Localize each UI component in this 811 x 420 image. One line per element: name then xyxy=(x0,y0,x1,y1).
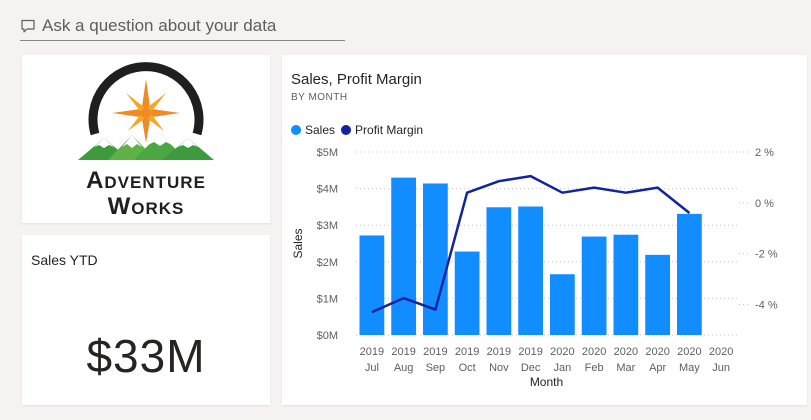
x-tick-label-year: 2020 xyxy=(677,346,701,358)
x-tick-label-year: 2019 xyxy=(391,346,415,358)
logo-tile[interactable]: Adventure Works xyxy=(22,55,270,223)
bar-sales[interactable] xyxy=(645,254,671,335)
legend-swatch-profit-margin xyxy=(341,125,352,135)
line-profit-margin[interactable] xyxy=(371,174,691,314)
x-tick-label-year: 2019 xyxy=(518,346,542,358)
y-tick-label-right: -2 % xyxy=(755,249,778,261)
x-tick-label-year: 2020 xyxy=(550,346,574,358)
logo-line2: Works xyxy=(108,193,185,220)
x-tick-label-month: Dec xyxy=(521,362,541,374)
x-tick-label-month: Aug xyxy=(394,362,414,374)
x-tick-label-year: 2020 xyxy=(614,346,638,358)
bar-sales[interactable] xyxy=(518,206,544,335)
chart-title: Sales, Profit Margin xyxy=(291,71,422,88)
chart-plot: $0M $1M $2M $3M $4M $5M 2 % 0 % -2 % -4 % 2019 Jul 2… xyxy=(291,147,778,389)
y-tick-label-right: 0 % xyxy=(755,198,774,210)
mountains-icon xyxy=(78,133,214,160)
x-tick-label-year: 2019 xyxy=(487,346,511,358)
logo-line1: Adventure xyxy=(86,167,206,194)
x-tick-label-month: Oct xyxy=(459,362,476,374)
bar-sales[interactable] xyxy=(581,236,607,335)
y-tick-label-left: $5M xyxy=(317,147,338,159)
y-tick-label-right: -4 % xyxy=(755,300,778,312)
x-tick-label-month: May xyxy=(679,362,700,374)
legend-item-sales[interactable]: Sales xyxy=(291,123,335,137)
x-tick-label-year: 2019 xyxy=(360,346,384,358)
sales-profit-chart-tile[interactable]: Sales, Profit Margin BY MONTH Sales Prof… xyxy=(282,55,807,405)
x-tick-label-year: 2019 xyxy=(423,346,447,358)
legend-label-sales: Sales xyxy=(305,123,336,137)
y-tick-label-left: $2M xyxy=(317,257,338,269)
x-tick-label-month: Mar xyxy=(616,362,635,374)
x-tick-label-month: Sep xyxy=(426,362,446,374)
legend-label-profit-margin: Profit Margin xyxy=(355,123,424,137)
comment-icon xyxy=(21,19,35,33)
x-tick-label-month: Jan xyxy=(554,362,572,374)
bar-sales[interactable] xyxy=(454,251,480,335)
bar-sales[interactable] xyxy=(359,235,385,335)
bar-sales[interactable] xyxy=(486,207,512,335)
bar-sales[interactable] xyxy=(676,213,702,335)
bar-sales[interactable] xyxy=(613,234,639,335)
x-tick-label-year: 2019 xyxy=(455,346,479,358)
y-tick-label-left: $3M xyxy=(317,220,338,232)
x-tick-label-month: Jul xyxy=(365,362,379,374)
card-value: $33M xyxy=(86,330,206,382)
y-tick-label-right: 2 % xyxy=(755,147,774,159)
bar-sales[interactable] xyxy=(422,183,448,335)
x-tick-label-month: Apr xyxy=(649,362,666,374)
y-tick-label-left: $1M xyxy=(317,293,338,305)
x-tick-label-month: Nov xyxy=(489,362,509,374)
x-axis-title: Month xyxy=(530,375,563,389)
y-tick-label-left: $4M xyxy=(317,184,338,196)
x-tick-label-month: Feb xyxy=(585,362,604,374)
chart-legend: Sales Profit Margin xyxy=(291,123,429,137)
x-tick-label-month: Jun xyxy=(712,362,730,374)
y-tick-label-left: $0M xyxy=(317,330,338,342)
x-tick-label-year: 2020 xyxy=(645,346,669,358)
qa-placeholder: Ask a question about your data xyxy=(42,16,277,35)
card-title: Sales YTD xyxy=(31,252,98,268)
chart-subtitle: BY MONTH xyxy=(291,92,348,103)
x-tick-label-year: 2020 xyxy=(709,346,733,358)
bar-sales[interactable] xyxy=(391,177,417,335)
qa-search-bar[interactable]: Ask a question about your data xyxy=(20,12,345,41)
legend-swatch-sales xyxy=(291,125,301,135)
x-tick-label-year: 2020 xyxy=(582,346,606,358)
sales-ytd-card[interactable]: Sales YTD $33M xyxy=(22,235,270,405)
legend-item-profit-margin[interactable]: Profit Margin xyxy=(341,123,423,137)
adventure-works-logo: Adventure Works xyxy=(78,62,214,220)
sun-icon xyxy=(112,79,180,143)
bar-sales[interactable] xyxy=(549,274,575,335)
y-axis-title: Sales xyxy=(291,228,305,258)
